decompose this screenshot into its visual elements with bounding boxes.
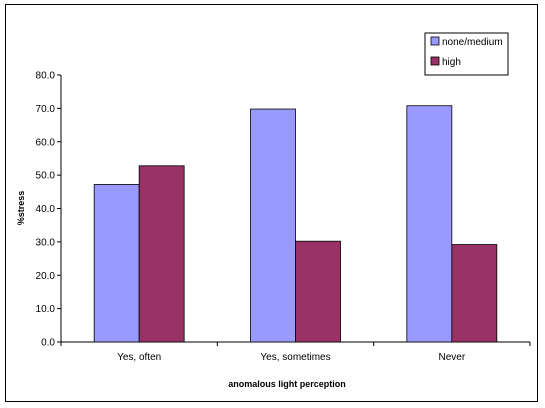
x-tick-label: Yes, sometimes (260, 352, 330, 363)
y-tick-label: 40.0 (36, 204, 56, 215)
legend-label: none/medium (442, 37, 503, 48)
bar-none-medium (93, 184, 140, 343)
bar-high (138, 165, 185, 343)
legend-swatch (430, 56, 440, 66)
bar-none-medium (406, 105, 453, 343)
y-tick-label: 0.0 (41, 338, 55, 349)
bar-high (295, 240, 341, 343)
x-tick-label: Yes, often (117, 352, 161, 363)
legend: none/medium high (424, 32, 509, 76)
x-axis-title: anomalous light perception (228, 379, 346, 389)
y-tick-label: 80.0 (36, 71, 56, 82)
x-tick-label: Never (438, 352, 465, 363)
y-tick-label: 30.0 (36, 237, 56, 248)
y-tick-label: 50.0 (36, 171, 56, 182)
y-tick-label: 10.0 (36, 304, 56, 315)
bar-none-medium (250, 108, 296, 343)
y-tick-label: 20.0 (36, 271, 56, 282)
legend-label: high (442, 57, 461, 68)
y-tick-label: 70.0 (36, 104, 56, 115)
legend-swatch (430, 36, 440, 46)
bar-high (451, 244, 498, 343)
y-axis-title: %stress (16, 191, 26, 226)
plot-area: 0.0 10.0 20.0 30.0 40.0 50.0 60.0 70.0 80.0 Yes, … (36, 71, 531, 363)
y-tick-label: 60.0 (36, 137, 56, 148)
